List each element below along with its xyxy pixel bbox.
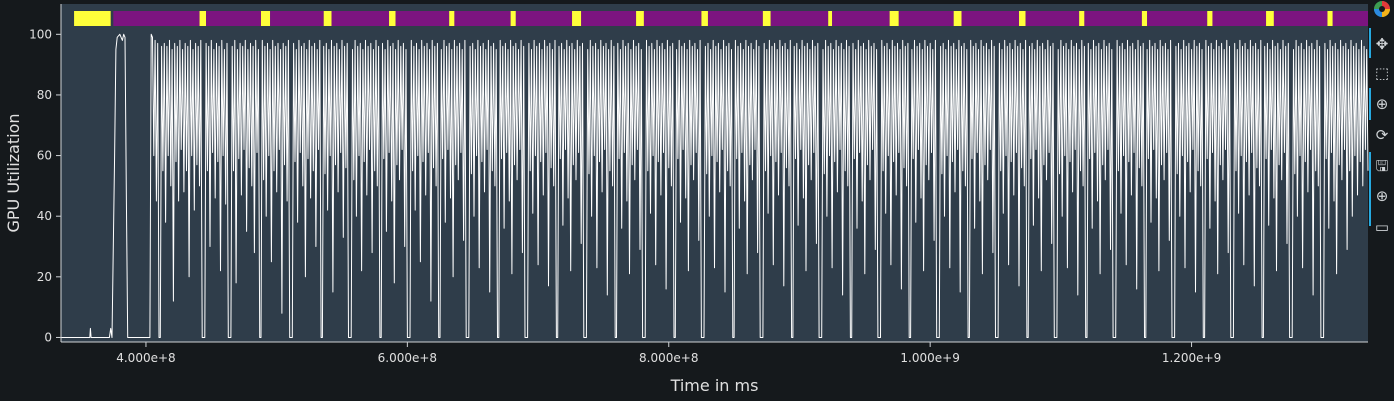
active-tool-indicator-1	[1369, 88, 1371, 120]
x-tick-label-1: 6.000e+8	[378, 351, 437, 365]
x-tick-label-0: 4.000e+8	[116, 351, 175, 365]
phase-segment-17	[643, 11, 702, 26]
x-tick-label-2: 8.000e+8	[639, 351, 698, 365]
x-axis-title: Time in ms	[670, 376, 759, 395]
pan-icon: ✥	[1375, 35, 1389, 53]
phase-segment-28	[1019, 11, 1026, 26]
crosshair-tool[interactable]: ⊕	[1371, 185, 1393, 207]
wheel-zoom-icon: ⊕	[1375, 95, 1389, 113]
phase-segment-35	[1212, 11, 1267, 26]
phase-segment-20	[762, 11, 771, 26]
phase-segment-26	[953, 11, 962, 26]
y-tick-label-3: 60	[37, 149, 52, 163]
phase-segment-18	[701, 11, 708, 26]
phase-segment-22	[828, 11, 833, 26]
phase-segment-2	[199, 11, 207, 26]
bokeh-logo	[1371, 1, 1393, 23]
save-tool[interactable]: 🖫	[1371, 155, 1393, 177]
reset-icon: ⟳	[1375, 126, 1389, 144]
phase-segment-25	[898, 11, 954, 26]
phase-segment-11	[454, 11, 511, 26]
phase-segment-34	[1207, 11, 1213, 26]
hover-icon: ▭	[1374, 218, 1390, 236]
phase-segment-3	[206, 11, 261, 26]
phase-segment-27	[961, 11, 1020, 26]
phase-segment-7	[331, 11, 390, 26]
pan-tool[interactable]: ✥	[1371, 33, 1393, 55]
y-tick-label-2: 40	[37, 209, 52, 223]
phase-segment-30	[1079, 11, 1085, 26]
gpu-utilization-line	[61, 33, 1369, 338]
phase-segment-4	[260, 11, 271, 26]
phase-segment-14	[572, 11, 582, 26]
phase-segment-32	[1141, 11, 1148, 26]
phase-segment-38	[1327, 11, 1333, 26]
x-tick-label-3: 1.000e+9	[900, 351, 959, 365]
crosshair-icon: ⊕	[1375, 187, 1389, 205]
active-tool-indicator-0	[1369, 28, 1371, 58]
phase-segment-33	[1147, 11, 1208, 26]
phase-segment-15	[581, 11, 637, 26]
box-zoom-icon: ⬚	[1374, 64, 1390, 82]
phase-segment-29	[1025, 11, 1080, 26]
box-zoom-tool[interactable]: ⬚	[1371, 62, 1393, 84]
phase-segment-12	[510, 11, 516, 26]
phase-segment-0	[74, 11, 111, 26]
phase-segment-24	[889, 11, 899, 26]
reset-tool[interactable]: ⟳	[1371, 124, 1393, 146]
phase-segment-31	[1084, 11, 1142, 26]
phase-segment-6	[323, 11, 332, 26]
phase-segment-9	[395, 11, 450, 26]
phase-segment-1	[113, 11, 200, 26]
hover-tool[interactable]: ▭	[1371, 216, 1393, 238]
y-tick-label-4: 80	[37, 88, 52, 102]
active-tool-indicator-2	[1369, 152, 1371, 226]
phase-segment-13	[515, 11, 573, 26]
y-axis-title: GPU Utilization	[4, 113, 23, 232]
phase-segment-36	[1266, 11, 1274, 26]
y-tick-label-5: 100	[29, 27, 52, 41]
y-tick-label-0: 0	[44, 330, 52, 344]
phase-segment-19	[707, 11, 763, 26]
plot-toolbar: ✥ ⬚ ⊕ ⟳ 🖫 ⊕ ▭	[1369, 0, 1394, 401]
y-tick-label-1: 20	[37, 270, 52, 284]
phase-segment-23	[832, 11, 890, 26]
phase-segment-8	[389, 11, 396, 26]
x-tick-label-4: 1.200e+9	[1162, 351, 1221, 365]
logo-icon	[1373, 0, 1391, 24]
phase-segment-37	[1273, 11, 1328, 26]
phase-segment-10	[449, 11, 455, 26]
phase-segment-39	[1332, 11, 1368, 26]
wheel-zoom-tool[interactable]: ⊕	[1371, 93, 1393, 115]
phase-segment-5	[270, 11, 324, 26]
phase-segment-16	[636, 11, 644, 26]
save-icon: 🖫	[1375, 157, 1389, 175]
phase-segment-21	[770, 11, 829, 26]
